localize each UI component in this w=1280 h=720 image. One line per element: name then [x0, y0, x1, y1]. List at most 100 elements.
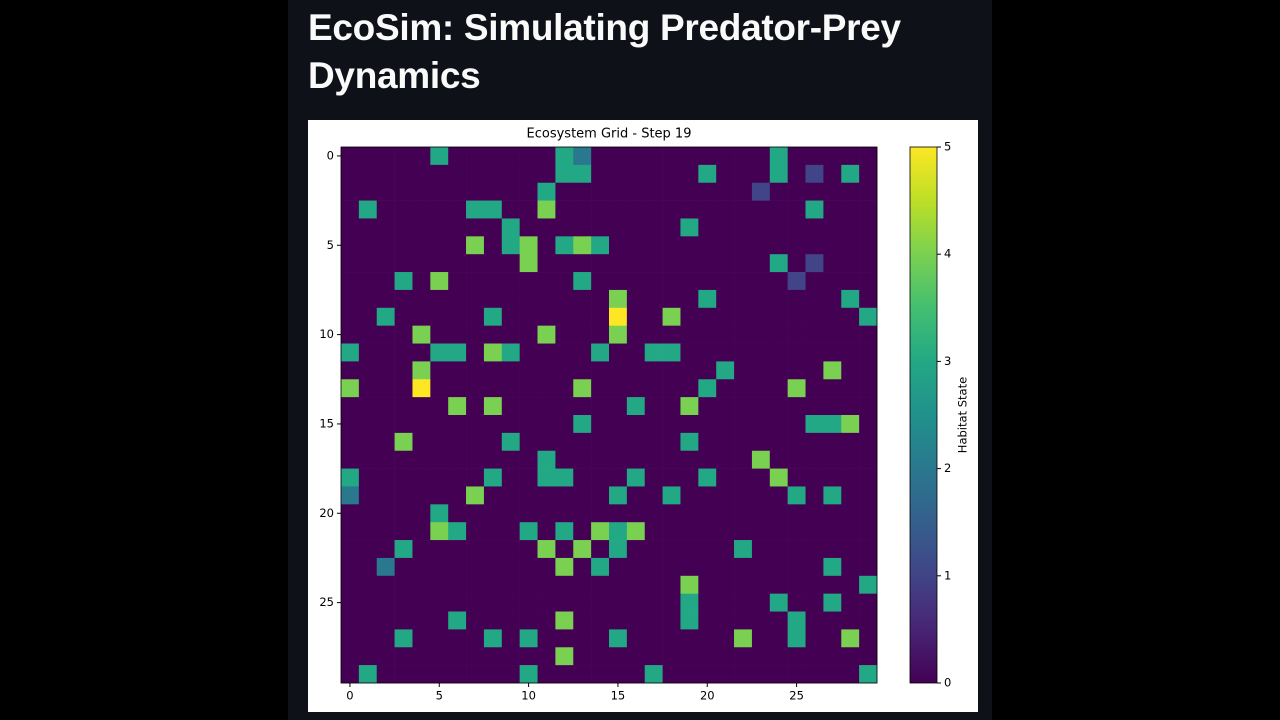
heatmap-cell	[466, 361, 485, 380]
heatmap-cell	[394, 379, 413, 398]
heatmap-cell	[805, 611, 824, 630]
colorbar-tick-label: 2	[944, 461, 951, 475]
heatmap-cell	[519, 629, 538, 648]
heatmap-cell	[591, 236, 610, 255]
heatmap-cell	[376, 468, 395, 487]
heatmap-cell	[841, 540, 860, 559]
heatmap-cell	[519, 379, 538, 398]
heatmap-cell	[376, 397, 395, 416]
heatmap-cell	[680, 379, 699, 398]
heatmap-cell	[591, 397, 610, 416]
heatmap-cell	[412, 164, 431, 184]
heatmap-cell	[519, 575, 538, 594]
heatmap-cell	[734, 307, 753, 326]
heatmap-cell	[501, 379, 520, 398]
heatmap-cell	[805, 379, 824, 398]
heatmap-cell	[341, 236, 360, 255]
heatmap-cell	[644, 218, 663, 237]
heatmap-cell	[519, 468, 538, 487]
heatmap-cell	[341, 415, 360, 434]
heatmap-cell	[483, 289, 503, 309]
heatmap-cell	[716, 236, 735, 255]
heatmap-cell	[483, 629, 503, 648]
heatmap-cell	[734, 486, 753, 505]
heatmap-cell	[644, 450, 663, 469]
heatmap-cell	[466, 325, 485, 344]
heatmap-cell	[662, 254, 681, 273]
heatmap-cell	[751, 379, 771, 398]
heatmap-cell	[734, 164, 753, 184]
heatmap-cell	[859, 665, 878, 684]
heatmap-cell	[573, 415, 592, 434]
heatmap-cell	[644, 522, 663, 541]
heatmap-cell	[787, 147, 806, 166]
heatmap-cell	[841, 254, 860, 273]
heatmap-cell	[787, 522, 806, 541]
heatmap-cell	[609, 343, 628, 362]
heatmap-cell	[358, 182, 378, 201]
heatmap-cell	[805, 200, 824, 219]
heatmap-cell	[823, 272, 842, 291]
heatmap-cell	[448, 665, 467, 684]
heatmap-cell	[341, 647, 360, 666]
heatmap-cell	[376, 379, 395, 398]
heatmap-cell	[341, 397, 360, 416]
heatmap-cell	[698, 164, 717, 184]
heatmap-cell	[591, 325, 610, 344]
heatmap-cell	[609, 504, 628, 523]
heatmap-cell	[734, 450, 753, 469]
heatmap-cell	[680, 557, 699, 577]
heatmap-cell	[769, 593, 788, 612]
heatmap-cell	[412, 468, 431, 487]
heatmap-cell	[769, 647, 788, 666]
heatmap-cell	[787, 593, 806, 612]
heatmap-cell	[644, 611, 663, 630]
heatmap-cell	[859, 557, 878, 577]
heatmap-cell	[626, 272, 646, 291]
heatmap-cell	[501, 254, 520, 273]
heatmap-cell	[358, 593, 378, 612]
heatmap-cell	[555, 504, 574, 523]
heatmap-cell	[787, 182, 806, 201]
colorbar-tick-label: 5	[944, 140, 951, 154]
heatmap-cell	[501, 575, 520, 594]
heatmap-cell	[537, 254, 556, 273]
heatmap-cell	[680, 486, 699, 505]
heatmap-cell	[519, 164, 538, 184]
heatmap-cell	[394, 486, 413, 505]
heatmap-cell	[591, 218, 610, 237]
heatmap-cell	[716, 575, 735, 594]
heatmap-cell	[412, 557, 431, 577]
heatmap-cell	[609, 593, 628, 612]
heatmap-cell	[841, 200, 860, 219]
heatmap-cell	[448, 522, 467, 541]
x-tick-label: 15	[611, 689, 626, 703]
heatmap-cell	[376, 575, 395, 594]
heatmap-cell	[466, 629, 485, 648]
heatmap-cell	[573, 307, 592, 326]
heatmap-cell	[519, 397, 538, 416]
heatmap-cell	[734, 289, 753, 309]
heatmap-cell	[734, 272, 753, 291]
heatmap-cell	[859, 361, 878, 380]
heatmap-cell	[787, 361, 806, 380]
heatmap-cell	[555, 593, 574, 612]
heatmap-cell	[341, 504, 360, 523]
heatmap-cell	[376, 289, 395, 309]
heatmap-cell	[430, 593, 449, 612]
heatmap-cell	[680, 611, 699, 630]
heatmap-cell	[716, 540, 735, 559]
heatmap-cell	[787, 272, 806, 291]
heatmap-cell	[483, 307, 503, 326]
heatmap-cell	[751, 629, 771, 648]
heatmap-cell	[698, 647, 717, 666]
heatmap-cell	[716, 522, 735, 541]
heatmap-cell	[448, 432, 467, 452]
heatmap-cell	[519, 522, 538, 541]
heatmap-cell	[662, 593, 681, 612]
heatmap-cell	[769, 325, 788, 344]
heatmap-cell	[609, 361, 628, 380]
heatmap-cell	[519, 289, 538, 309]
heatmap-cell	[358, 272, 378, 291]
heatmap-cell	[751, 200, 771, 219]
